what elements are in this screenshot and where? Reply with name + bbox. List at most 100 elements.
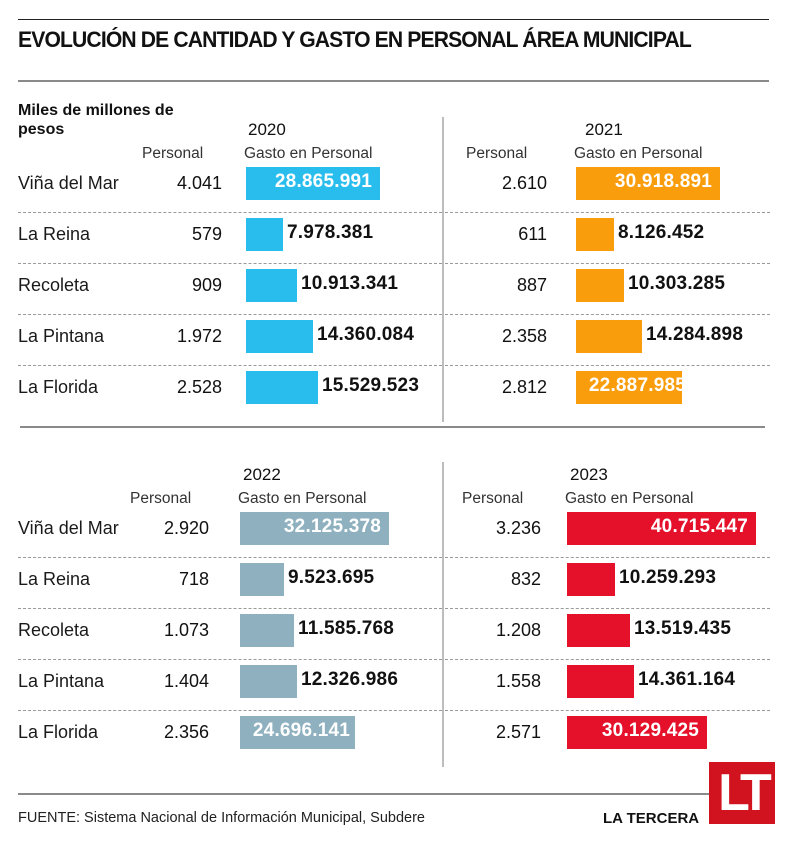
- row-divider: [445, 263, 770, 264]
- gasto-bar: [567, 665, 634, 698]
- gasto-bar: [567, 512, 756, 545]
- gasto-value-label: 13.519.435: [634, 618, 732, 639]
- row-divider: [18, 314, 442, 315]
- personal-value: 887: [516, 275, 547, 295]
- gasto-column-header: Gasto en Personal: [244, 145, 373, 162]
- chart-title: EVOLUCIÓN DE CANTIDAD Y GASTO EN PERSONA…: [18, 27, 692, 52]
- personal-value: 909: [191, 275, 222, 295]
- personal-value: 2.528: [176, 377, 222, 397]
- gasto-value-label: 32.125.378: [283, 516, 381, 537]
- personal-value: 1.073: [163, 620, 209, 640]
- gasto-bar: [246, 371, 318, 404]
- gasto-column-header: Gasto en Personal: [574, 145, 703, 162]
- row-divider: [445, 314, 770, 315]
- municipality-label: Viña del Mar: [18, 173, 119, 193]
- gasto-value-label: 30.129.425: [601, 720, 699, 741]
- municipality-label: La Pintana: [18, 326, 105, 346]
- row-divider: [18, 212, 442, 213]
- row-divider: [445, 608, 770, 609]
- personal-value: 579: [191, 224, 222, 244]
- row-divider: [445, 659, 770, 660]
- gasto-bar: [240, 716, 355, 749]
- top-rule: [18, 19, 769, 20]
- municipality-label: Viña del Mar: [18, 518, 119, 538]
- gasto-value-label: 7.978.381: [287, 222, 374, 243]
- municipality-label: Recoleta: [18, 620, 90, 640]
- vertical-divider-top: [442, 117, 444, 422]
- footer-rule: [18, 793, 718, 795]
- gasto-bar: [240, 665, 297, 698]
- gasto-bar: [240, 563, 284, 596]
- personal-value: 4.041: [176, 173, 222, 193]
- municipality-label: La Reina: [18, 224, 91, 244]
- row-divider: [445, 365, 770, 366]
- gasto-value-label: 28.865.991: [274, 171, 372, 192]
- vertical-divider-bottom: [442, 462, 444, 767]
- municipality-label: La Florida: [18, 377, 99, 397]
- personal-value: 1.404: [163, 671, 209, 691]
- gasto-bar: [567, 614, 630, 647]
- title-rule: [18, 80, 769, 82]
- gasto-bar: [576, 320, 642, 353]
- panel-separator: [20, 426, 765, 428]
- gasto-value-label: 10.303.285: [628, 273, 726, 294]
- personal-value: 2.920: [163, 518, 209, 538]
- gasto-value-label: 11.585.768: [298, 618, 395, 639]
- gasto-value-label: 14.284.898: [646, 324, 744, 345]
- row-divider: [18, 659, 442, 660]
- personal-column-header: Personal: [142, 145, 204, 162]
- gasto-value-label: 12.326.986: [301, 669, 399, 690]
- personal-value: 2.356: [163, 722, 209, 742]
- row-divider: [18, 710, 442, 711]
- gasto-bar: [576, 167, 720, 200]
- gasto-bar: [576, 218, 614, 251]
- gasto-value-label: 10.259.293: [619, 567, 717, 588]
- personal-value: 1.972: [176, 326, 222, 346]
- gasto-value-label: 24.696.141: [252, 720, 350, 741]
- gasto-bar: [240, 614, 294, 647]
- row-divider: [445, 710, 770, 711]
- year-label: 2021: [585, 120, 623, 139]
- municipality-label: La Reina: [18, 569, 91, 589]
- gasto-value-label: 8.126.452: [618, 222, 705, 243]
- gasto-bar: [246, 320, 313, 353]
- row-divider: [18, 365, 442, 366]
- gasto-value-label: 40.715.447: [650, 516, 748, 537]
- unit-label: Miles de millones de pesos: [18, 102, 174, 138]
- gasto-bar: [240, 512, 389, 545]
- personal-value: 2.571: [495, 722, 541, 742]
- year-label: 2022: [243, 465, 281, 484]
- gasto-value-label: 14.361.164: [638, 669, 736, 690]
- gasto-column-header: Gasto en Personal: [238, 490, 367, 507]
- gasto-value-label: 30.918.891: [614, 171, 712, 192]
- personal-value: 3.236: [495, 518, 541, 538]
- personal-value: 832: [510, 569, 541, 589]
- year-label: 2023: [570, 465, 608, 484]
- gasto-value-label: 22.887.985: [588, 375, 686, 396]
- municipality-label: La Pintana: [18, 671, 105, 691]
- personal-column-header: Personal: [130, 490, 192, 507]
- personal-value: 1.208: [495, 620, 541, 640]
- brand-name: LA TERCERA: [603, 810, 700, 827]
- gasto-bar: [576, 371, 682, 404]
- la-tercera-logo: LT: [709, 762, 775, 824]
- gasto-bar: [567, 563, 615, 596]
- year-label: 2020: [248, 120, 286, 139]
- row-divider: [18, 263, 442, 264]
- personal-value: 718: [178, 569, 209, 589]
- gasto-value-label: 15.529.523: [322, 375, 420, 396]
- personal-column-header: Personal: [466, 145, 528, 162]
- personal-value: 2.358: [501, 326, 547, 346]
- personal-value: 1.558: [495, 671, 541, 691]
- source-note: FUENTE: Sistema Nacional de Información …: [18, 810, 425, 826]
- gasto-bar: [246, 218, 283, 251]
- gasto-bar: [246, 269, 297, 302]
- row-divider: [18, 557, 442, 558]
- gasto-value-label: 14.360.084: [317, 324, 415, 345]
- gasto-column-header: Gasto en Personal: [565, 490, 694, 507]
- gasto-bar: [567, 716, 707, 749]
- gasto-bar: [576, 269, 624, 302]
- personal-column-header: Personal: [462, 490, 524, 507]
- personal-value: 2.610: [501, 173, 547, 193]
- row-divider: [445, 212, 770, 213]
